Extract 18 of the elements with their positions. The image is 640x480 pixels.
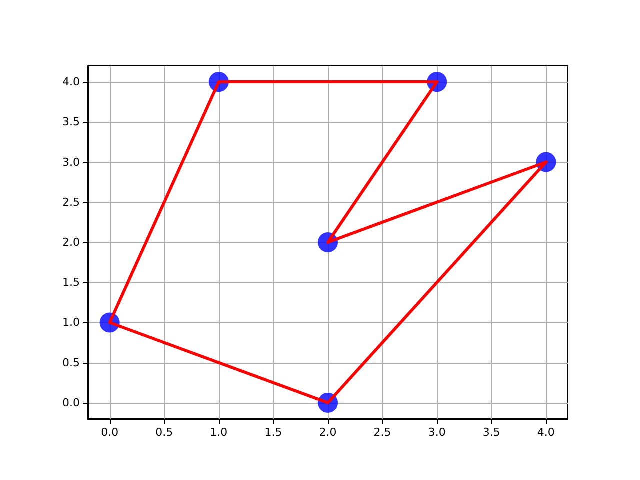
x-tick-label: 1.5	[264, 426, 282, 439]
y-tick-label: 1.0	[62, 316, 80, 330]
x-tick-label: 1.0	[210, 426, 228, 439]
y-tick-label: 2.5	[62, 196, 80, 209]
y-tick-label: 4.0	[62, 76, 80, 89]
y-tick-label: 1.5	[62, 276, 80, 290]
y-tick-label: 3.0	[62, 156, 80, 169]
x-tick-label: 3.0	[428, 426, 446, 439]
x-tick-label: 3.5	[482, 426, 500, 439]
y-tick-label: 0.0	[62, 396, 80, 410]
x-tick-label: 2.0	[319, 426, 337, 439]
y-tick-label: 0.5	[62, 356, 80, 370]
x-tick-label: 2.5	[374, 426, 392, 439]
y-tick-label: 3.5	[62, 116, 80, 129]
x-tick-label: 0.5	[156, 426, 174, 439]
x-tick-label: 4.0	[537, 426, 555, 439]
y-tick-label: 2.0	[62, 236, 80, 249]
x-tick-label: 0.0	[101, 426, 119, 439]
